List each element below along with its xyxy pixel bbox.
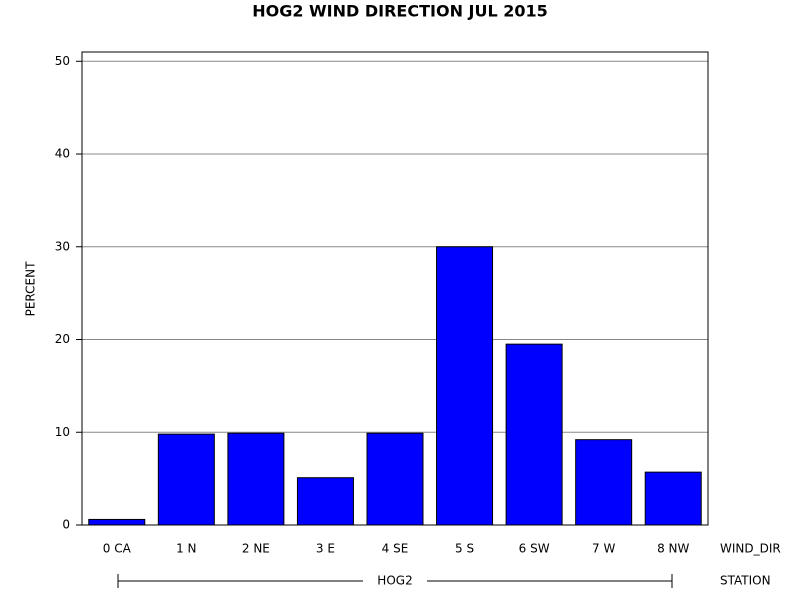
x-axis-label: WIND_DIR [720, 542, 781, 556]
bar [575, 439, 633, 526]
bar [366, 432, 424, 526]
y-tick-label: 50 [55, 54, 70, 68]
x-tick-label: 0 CA [103, 542, 132, 556]
x-tick-label: 7 W [592, 542, 615, 556]
x-tick-label: 8 NW [657, 542, 689, 556]
x-tick-label: 2 NE [242, 542, 270, 556]
x-tick-label: 6 SW [519, 542, 550, 556]
bar [157, 433, 215, 526]
x-tick-label: 1 N [176, 542, 196, 556]
bar [505, 343, 563, 526]
bar [88, 518, 146, 526]
x-tick-label: 5 S [455, 542, 474, 556]
bar [296, 477, 354, 526]
group-axis-label: STATION [720, 574, 771, 588]
plot-frame [81, 51, 709, 526]
group-label: HOG2 [377, 574, 412, 588]
y-tick-label: 0 [62, 518, 70, 532]
y-tick-label: 40 [55, 147, 70, 161]
x-tick-label: 3 E [316, 542, 335, 556]
y-tick-label: 30 [55, 239, 70, 253]
chart-title: HOG2 WIND DIRECTION JUL 2015 [252, 2, 548, 21]
y-axis-label: PERCENT [24, 261, 38, 316]
x-tick-label: 4 SE [382, 542, 409, 556]
y-tick-label: 10 [55, 425, 70, 439]
bar [227, 432, 285, 526]
bar [644, 471, 702, 526]
bar [436, 246, 494, 526]
y-tick-label: 20 [55, 332, 70, 346]
